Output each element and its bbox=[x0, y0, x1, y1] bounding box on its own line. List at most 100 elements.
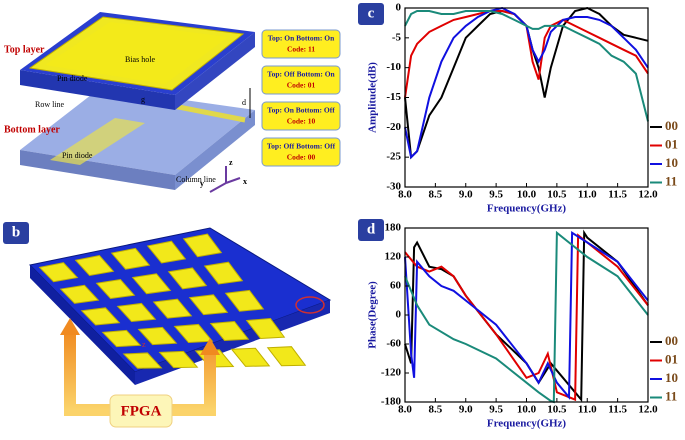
code-value: Code: 11 bbox=[287, 45, 315, 54]
series-line bbox=[404, 10, 649, 122]
code-value: Code: 10 bbox=[287, 117, 316, 126]
x-tick-label: 11.5 bbox=[608, 404, 627, 416]
x-tick-label: 11.5 bbox=[608, 189, 627, 201]
unit-cell bbox=[158, 350, 199, 369]
code-box bbox=[261, 137, 341, 167]
code-value: Code: 00 bbox=[287, 153, 316, 162]
code-box bbox=[261, 29, 341, 59]
x-tick-label: 11.0 bbox=[578, 189, 597, 201]
x-tick-label: 9.0 bbox=[459, 189, 473, 201]
y-tick-label: -10 bbox=[386, 61, 401, 73]
x-tick-label: 10.5 bbox=[547, 404, 567, 416]
unit-cell bbox=[95, 278, 136, 300]
x-axis-title: Frequency(GHz) bbox=[487, 418, 567, 430]
y-axis-title: Phase(Degree) bbox=[367, 281, 379, 349]
x-axis-title: Frequency(GHz) bbox=[487, 203, 567, 215]
panel-letter-box bbox=[358, 219, 384, 241]
annotation: Pin diode bbox=[57, 74, 88, 83]
series-line bbox=[404, 230, 649, 404]
series-line bbox=[404, 10, 649, 98]
x-tick-label: 10.0 bbox=[517, 404, 537, 416]
annotation: d bbox=[242, 98, 246, 107]
y-tick-label: 0 bbox=[396, 309, 402, 321]
code-value: Code: 01 bbox=[287, 81, 316, 90]
unit-cell bbox=[230, 347, 271, 367]
legend-label: 10 bbox=[665, 155, 678, 170]
legend-label: 11 bbox=[665, 388, 677, 403]
y-tick-label: -120 bbox=[381, 367, 402, 379]
unit-cell bbox=[110, 247, 151, 270]
annotation: Pin diode bbox=[62, 151, 93, 160]
y-tick-label: 0 bbox=[396, 2, 402, 14]
annotation: Column line bbox=[176, 175, 216, 184]
legend-label: 10 bbox=[665, 370, 678, 385]
code-box bbox=[261, 65, 341, 95]
code-boxes: Top: On Bottom: On Code: 11 Top: Off Botto… bbox=[261, 29, 341, 167]
y-axis-title: Amplitude(dB) bbox=[367, 62, 379, 133]
legend-label: 00 bbox=[665, 333, 678, 348]
code-box bbox=[261, 101, 341, 131]
layer-label: Bottom layer bbox=[4, 124, 60, 135]
unit-cell bbox=[224, 289, 265, 312]
y-tick-label: 120 bbox=[385, 251, 402, 263]
series-line bbox=[404, 230, 649, 400]
annotation: Row line bbox=[35, 100, 65, 109]
y-tick-label: -180 bbox=[381, 396, 402, 408]
y-tick-label: 180 bbox=[385, 222, 402, 234]
y-tick-label: -25 bbox=[386, 151, 401, 163]
code-state: Top: Off Bottom: Off bbox=[267, 142, 336, 151]
legend-label: 00 bbox=[665, 118, 678, 133]
code-state: Top: Off Bottom: On bbox=[267, 70, 335, 79]
unit-cell bbox=[74, 254, 115, 277]
legend-label: 11 bbox=[665, 173, 677, 188]
unit-cell bbox=[188, 294, 229, 316]
x-tick-label: 12.0 bbox=[638, 404, 658, 416]
x-tick-label: 9.5 bbox=[489, 404, 503, 416]
axis-name: y bbox=[200, 179, 204, 188]
legend-label: 01 bbox=[665, 136, 678, 151]
panel-letter: c bbox=[368, 5, 375, 21]
y-tick-label: -20 bbox=[386, 121, 401, 133]
code-state: Top: On Bottom: On bbox=[268, 34, 335, 43]
panel-b: FPGA z bbox=[29, 227, 332, 428]
unit-cell bbox=[152, 298, 193, 319]
unit-cell bbox=[101, 329, 142, 348]
unit-cell bbox=[122, 352, 163, 369]
unit-cell bbox=[131, 273, 172, 295]
unit-cell bbox=[266, 346, 307, 367]
x-tick-label: 10.0 bbox=[517, 189, 537, 201]
unit-cell bbox=[209, 320, 250, 342]
unit-cell bbox=[59, 284, 100, 304]
code-state: Top: On Bottom: Off bbox=[267, 106, 335, 115]
annotation: g bbox=[141, 95, 145, 104]
unit-cell bbox=[245, 318, 286, 339]
unit-cell bbox=[38, 262, 79, 283]
unit-cell bbox=[80, 307, 121, 326]
panel-letter: d bbox=[367, 221, 376, 237]
x-tick-label: 8.0 bbox=[398, 189, 412, 201]
legend-label: 01 bbox=[665, 351, 678, 366]
unit-cell bbox=[173, 323, 214, 344]
x-tick-label: 9.5 bbox=[489, 189, 503, 201]
x-tick-label: 9.0 bbox=[459, 404, 473, 416]
unit-cell bbox=[146, 240, 187, 264]
panel-letter-box bbox=[358, 3, 384, 25]
layer-label: Top layer bbox=[4, 44, 45, 55]
axis-name: z bbox=[229, 158, 233, 167]
unit-cell bbox=[203, 261, 244, 285]
unit-cell bbox=[137, 326, 178, 346]
panel-letter: b bbox=[12, 224, 20, 240]
annotation: Bias hole bbox=[125, 55, 155, 64]
x-tick-label: 8.5 bbox=[429, 404, 443, 416]
unit-cell bbox=[116, 302, 157, 323]
panel-a: a Top layer Bottom layer Bias hole Pin d… bbox=[4, 7, 255, 193]
panel-letter-box bbox=[3, 222, 29, 244]
x-tick-label: 11.0 bbox=[578, 404, 597, 416]
unit-cell bbox=[182, 233, 223, 258]
plot-frame bbox=[404, 227, 649, 403]
x-tick-label: 8.0 bbox=[398, 404, 412, 416]
axis-name: z bbox=[142, 340, 146, 349]
y-tick-label: -5 bbox=[392, 31, 402, 43]
y-tick-label: -30 bbox=[386, 181, 401, 193]
